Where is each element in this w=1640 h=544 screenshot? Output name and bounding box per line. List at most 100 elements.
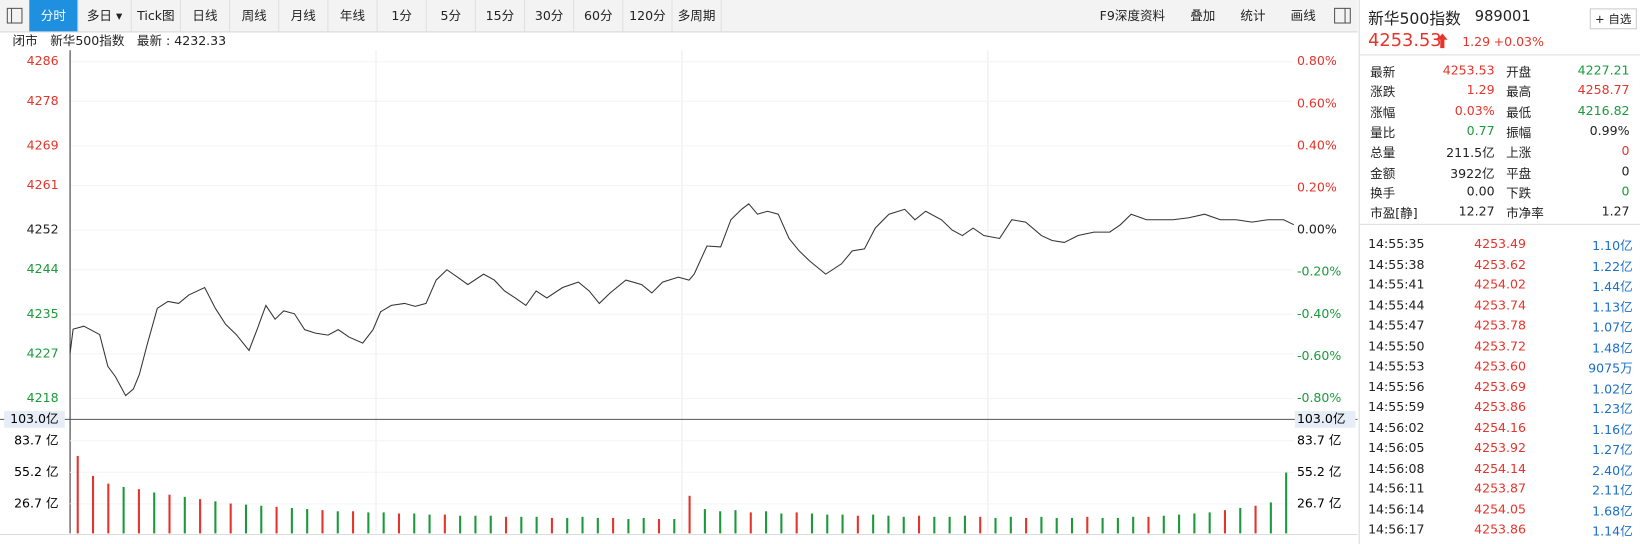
y2-tick-label: -0.20% <box>1297 264 1341 279</box>
volume-bar <box>1132 516 1135 534</box>
trade-time: 14:55:59 <box>1368 399 1425 415</box>
quote-value: 0 <box>1621 163 1630 179</box>
tab[interactable]: 月线 <box>279 0 329 32</box>
y-tick-label: 4286 <box>27 53 59 68</box>
tool[interactable]: 画线 <box>1290 8 1316 24</box>
tool[interactable]: 统计 <box>1240 8 1266 24</box>
y-tick-label: 4269 <box>27 137 59 152</box>
volume-bar <box>214 501 217 534</box>
trade-time: 14:56:14 <box>1368 501 1425 517</box>
tab[interactable]: 15分 <box>476 0 526 32</box>
volume-bar <box>107 483 110 534</box>
tab[interactable]: 多周期 <box>673 0 722 32</box>
trade-price: 4253.49 <box>1474 236 1526 252</box>
tab[interactable]: 分时 <box>29 0 79 32</box>
trade-price: 4253.60 <box>1474 358 1526 374</box>
trade-volume: 1.07亿 <box>1592 320 1633 335</box>
vol-tick-label: 55.2 亿 <box>14 464 58 479</box>
volume-bar <box>229 503 232 534</box>
trade-volume: 9075万 <box>1588 360 1633 376</box>
tab[interactable]: 30分 <box>525 0 575 32</box>
tab[interactable]: 多日 ▾ <box>78 0 132 32</box>
volume-bar <box>1269 502 1272 534</box>
tool[interactable]: F9深度资料 <box>1099 8 1166 24</box>
trade-price: 4253.92 <box>1474 440 1526 455</box>
trade-time: 14:56:05 <box>1368 440 1425 455</box>
chart: 4218 4227 4235 4244 4252 4261 4269 4278 4286 -0.8… <box>0 50 1358 535</box>
volume-bar <box>1009 516 1012 534</box>
volume-bar <box>612 517 615 534</box>
quote-pct: +0.03% <box>1493 34 1544 50</box>
volume-bar <box>550 517 553 534</box>
volume-bar <box>168 494 171 534</box>
tab[interactable]: 60分 <box>574 0 624 32</box>
volume-bar <box>1254 505 1257 534</box>
volume-bar <box>627 519 630 534</box>
tab[interactable]: 年线 <box>328 0 378 32</box>
volume-bar <box>703 509 706 534</box>
quote-value: 4258.77 <box>1577 82 1630 98</box>
tool[interactable]: 叠加 <box>1190 8 1216 24</box>
volume-bar <box>382 512 385 534</box>
volume-bar <box>933 516 936 534</box>
tab[interactable]: 120分 <box>623 0 673 32</box>
volume-bar <box>887 515 890 534</box>
trade-volume: 1.68亿 <box>1592 503 1633 519</box>
volume-bar <box>306 509 309 534</box>
volume-bar <box>244 504 248 534</box>
trade-volume: 1.13亿 <box>1592 299 1633 315</box>
status: 闭市 <box>12 33 38 49</box>
volume-bar <box>642 517 645 534</box>
volume-bar <box>841 514 844 534</box>
trade-time: 14:55:35 <box>1368 236 1425 252</box>
quote-code: 989001 <box>1474 8 1531 26</box>
volume-bar <box>566 517 569 534</box>
volume-bar <box>1101 517 1104 534</box>
tab[interactable]: 日线 <box>181 0 231 32</box>
quote-value: 0.99% <box>1589 123 1630 138</box>
volume-bar <box>459 515 462 534</box>
quote-price: 4253.53 <box>1368 30 1442 52</box>
quote-value: 4216.82 <box>1577 103 1630 118</box>
trade-volume: 2.11亿 <box>1592 483 1633 498</box>
tab[interactable]: 周线 <box>230 0 280 32</box>
y2-tick-label: -0.80% <box>1297 390 1341 405</box>
quote-label: 总量 <box>1370 145 1396 161</box>
quote-label: 市盈[静] <box>1370 206 1418 221</box>
volume-bar <box>1239 507 1242 534</box>
toolbar: 分时 多日 ▾ Tick图 日线 周线 月线 年线 1分 5分 15分 30分 60分 120分 多周期 … <box>0 0 1358 33</box>
trade-price: 4253.72 <box>1474 338 1526 353</box>
tab[interactable]: 5分 <box>427 0 476 32</box>
tab[interactable]: Tick图 <box>132 0 181 32</box>
price-line <box>69 203 1295 397</box>
quote-value: 0.77 <box>1466 123 1495 138</box>
y2-tick-label: -0.40% <box>1297 306 1341 321</box>
add-watch[interactable]: + 自选 <box>1589 8 1637 30</box>
quote-label: 振幅 <box>1506 125 1532 141</box>
tab[interactable]: 1分 <box>378 0 427 32</box>
volume-bar <box>917 515 921 534</box>
trade-time: 14:55:41 <box>1368 277 1425 292</box>
y-tick-label: 4235 <box>27 306 59 321</box>
trade-time: 14:56:17 <box>1368 521 1425 537</box>
trade-volume: 1.27亿 <box>1592 442 1633 458</box>
quote-name: 新华500指数 <box>1368 9 1461 29</box>
volume-bar <box>749 512 752 534</box>
volume-bar <box>1040 516 1043 534</box>
trade-volume: 1.48亿 <box>1592 340 1633 356</box>
y2-tick-label: 0.00% <box>1297 222 1337 237</box>
volume-bar <box>979 516 982 534</box>
y2-tick-label: -0.60% <box>1297 348 1341 363</box>
volume-bar <box>1147 516 1150 534</box>
volume-bar <box>1070 517 1074 534</box>
quote-value: 4253.53 <box>1442 62 1495 78</box>
volume-bar <box>535 516 538 534</box>
volume-bar <box>260 505 263 534</box>
panel-icon[interactable] <box>0 0 29 31</box>
volume-bar <box>1162 515 1165 534</box>
volume-bar <box>489 515 492 534</box>
quote-value: 0.00 <box>1466 183 1495 199</box>
side-icon[interactable] <box>1328 0 1357 31</box>
tick-highlight <box>1294 411 1356 428</box>
